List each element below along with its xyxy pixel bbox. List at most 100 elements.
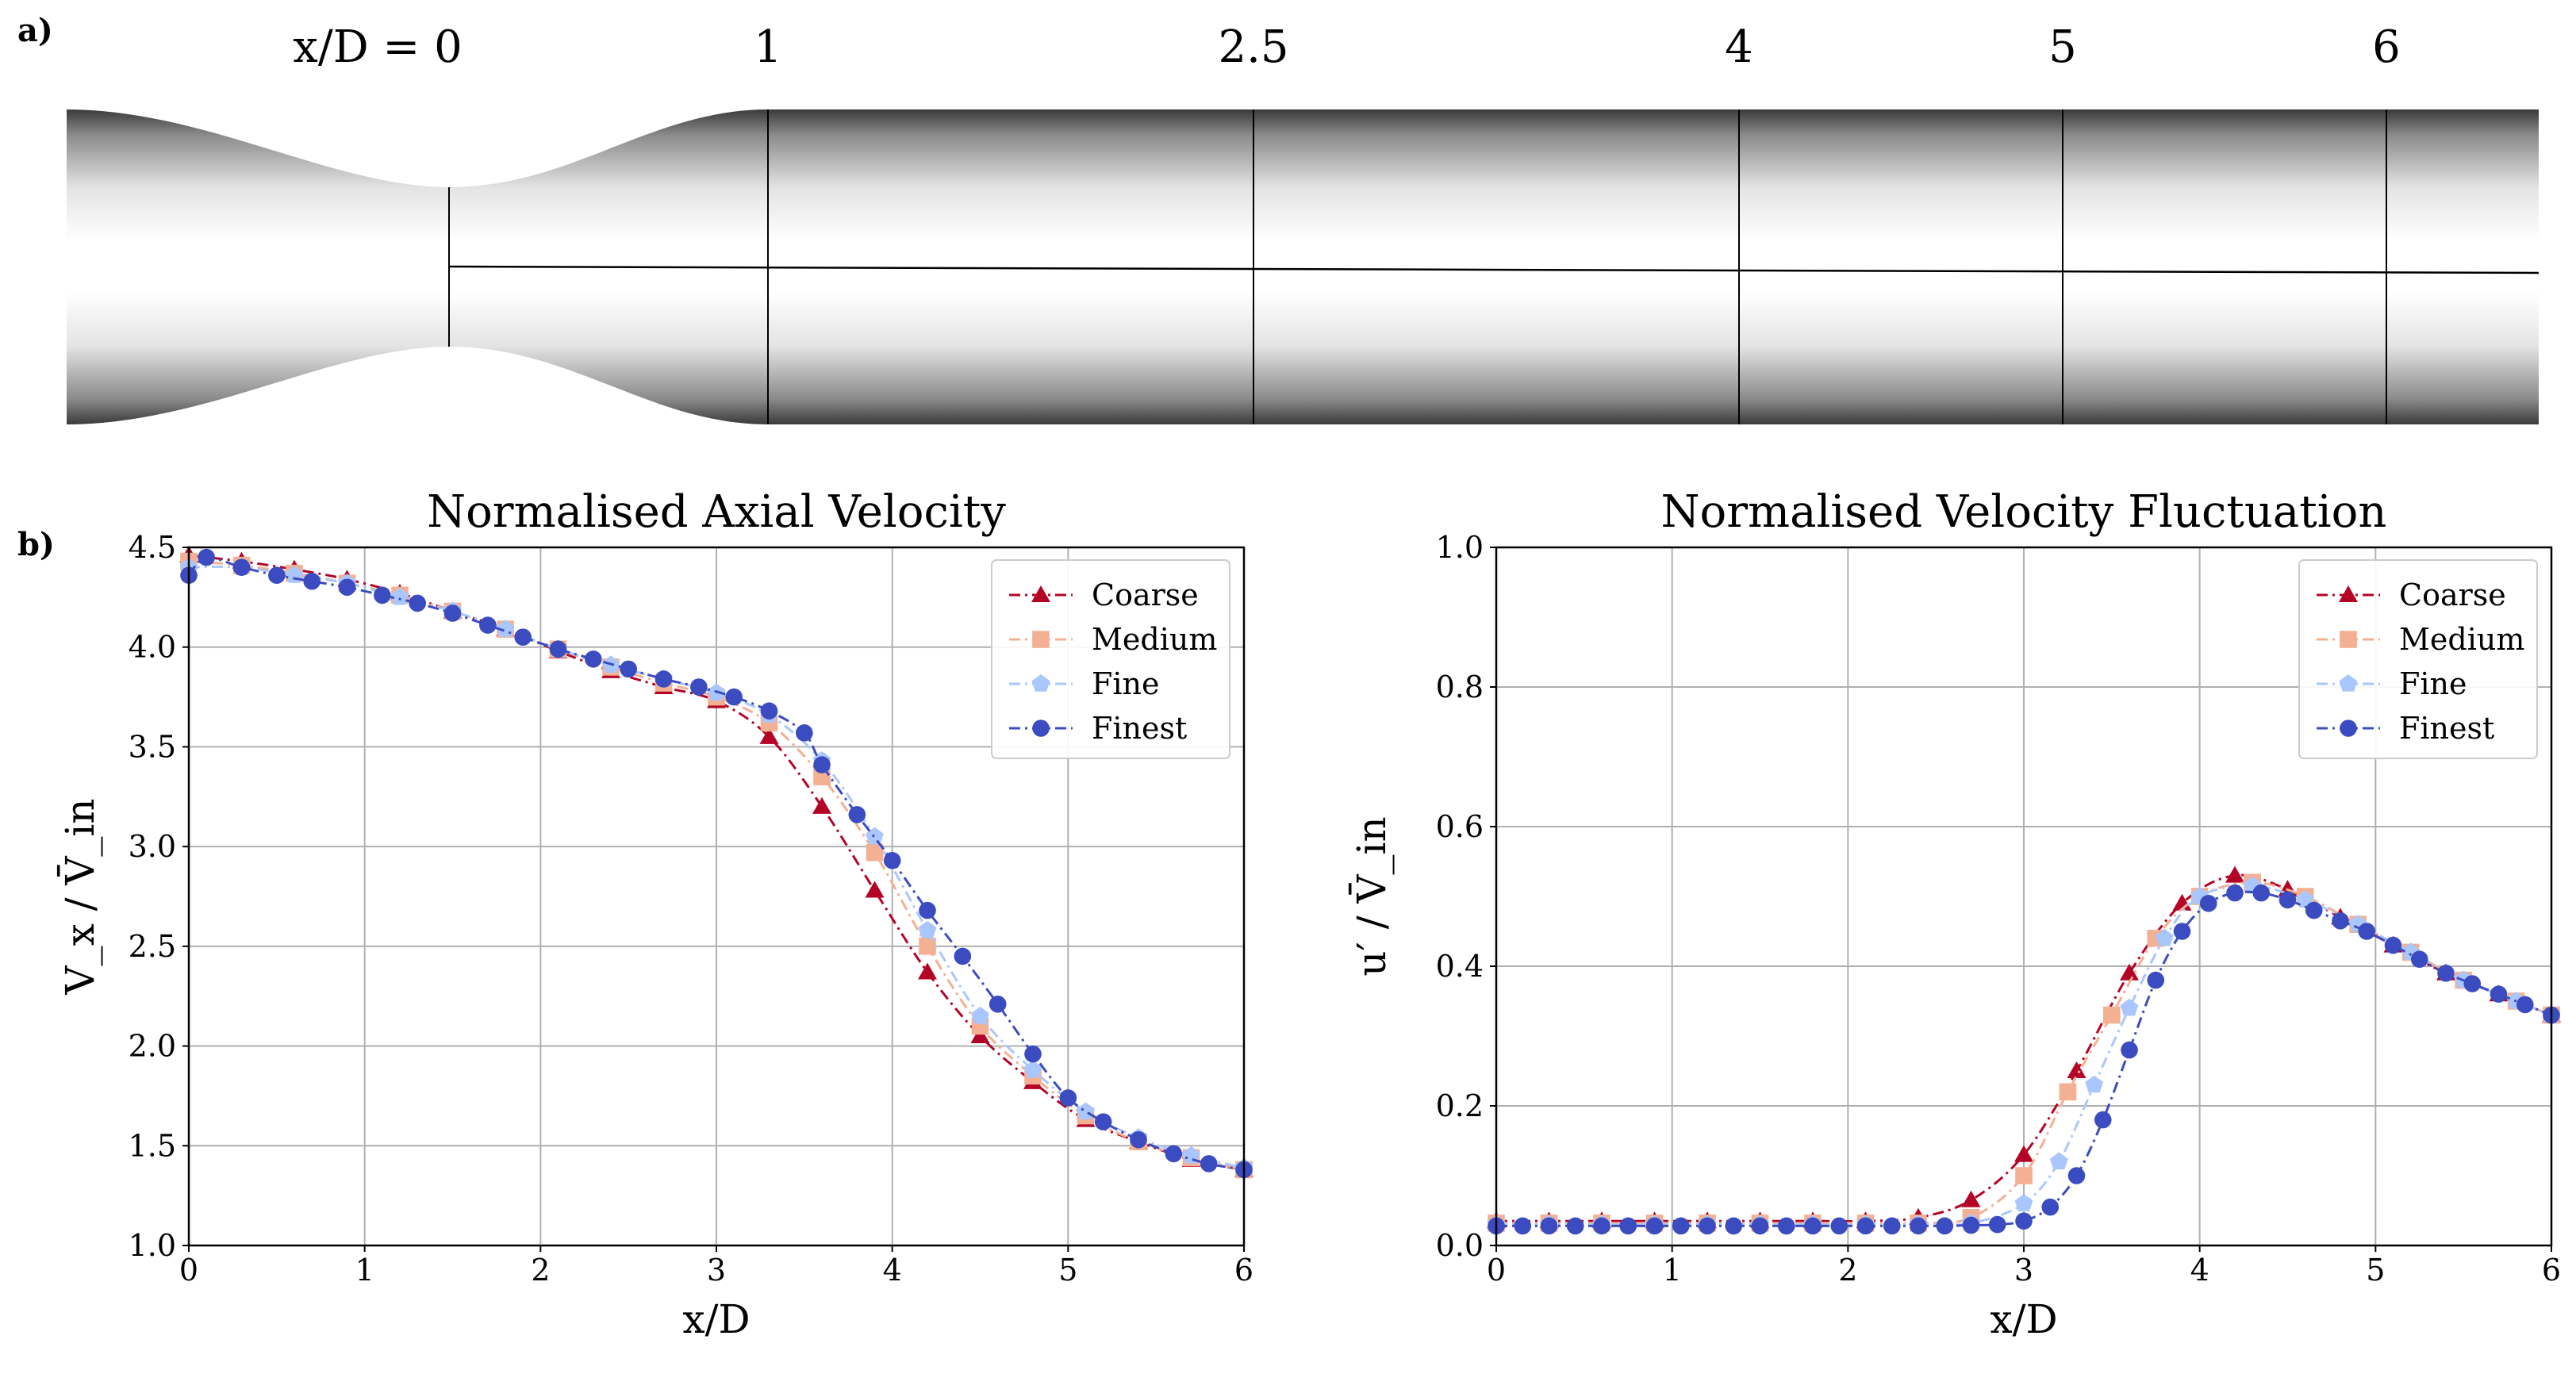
data-point bbox=[2147, 971, 2165, 989]
data-point bbox=[2339, 585, 2358, 602]
series-group bbox=[1487, 865, 2561, 1235]
legend-label: Finest bbox=[2399, 711, 2494, 746]
data-point bbox=[585, 651, 602, 668]
data-point bbox=[2015, 1212, 2033, 1230]
data-point bbox=[1645, 1217, 1664, 1235]
data-point bbox=[1077, 1102, 1095, 1120]
legend-label: Fine bbox=[1092, 666, 1159, 701]
pipe-centerline bbox=[448, 265, 2540, 274]
series-markers-finest bbox=[180, 548, 1253, 1179]
series-markers-finest bbox=[1488, 884, 2560, 1235]
x-tick-label: 0 bbox=[1487, 1253, 1506, 1288]
data-point bbox=[1200, 1155, 1218, 1173]
data-point bbox=[1725, 1217, 1743, 1235]
data-point bbox=[620, 660, 637, 678]
data-point bbox=[2305, 901, 2323, 919]
data-point bbox=[232, 558, 251, 576]
data-point bbox=[1830, 1217, 1849, 1235]
data-point bbox=[954, 947, 972, 965]
data-point bbox=[390, 587, 409, 605]
data-point bbox=[1936, 1217, 1954, 1235]
x-tick-label: 5 bbox=[2366, 1253, 2385, 1288]
data-point bbox=[2067, 1061, 2087, 1078]
y-tick-label: 2.0 bbox=[129, 1029, 176, 1064]
data-point bbox=[2059, 1083, 2077, 1101]
section-label: x/D = 0 bbox=[293, 21, 463, 73]
pipe-geometry bbox=[67, 109, 2539, 424]
data-point bbox=[1031, 674, 1050, 692]
data-point bbox=[409, 594, 426, 612]
legend-label: Fine bbox=[2399, 666, 2467, 701]
data-point bbox=[760, 702, 778, 720]
axes-frame bbox=[1495, 546, 2553, 1247]
data-point bbox=[2120, 963, 2139, 981]
legend: Coarse Medium Fine Finest bbox=[2298, 559, 2538, 759]
chart-title: Normalised Velocity Fluctuation bbox=[1661, 486, 2387, 538]
data-point bbox=[2340, 720, 2357, 737]
data-point bbox=[303, 572, 321, 590]
data-point bbox=[374, 586, 391, 604]
data-point bbox=[2015, 1167, 2033, 1184]
legend-box bbox=[991, 559, 1230, 759]
data-point bbox=[1910, 1217, 1927, 1235]
y-axis-label: u′ / V̄_in bbox=[1348, 816, 1395, 977]
legend-label: Coarse bbox=[1092, 578, 1199, 612]
x-axis-label: x/D bbox=[682, 1296, 750, 1342]
data-point bbox=[514, 628, 532, 646]
data-point bbox=[2067, 1167, 2086, 1184]
y-tick-label: 1.5 bbox=[129, 1128, 176, 1163]
data-point bbox=[655, 670, 673, 688]
data-point bbox=[443, 604, 462, 622]
data-point bbox=[1619, 1217, 1637, 1235]
x-tick-label: 5 bbox=[1058, 1253, 1077, 1288]
data-point bbox=[796, 724, 813, 742]
data-point bbox=[918, 962, 937, 980]
data-point bbox=[813, 756, 831, 773]
x-tick-label: 1 bbox=[355, 1253, 374, 1288]
data-point bbox=[338, 578, 356, 597]
data-point bbox=[725, 688, 743, 706]
data-point bbox=[1699, 1217, 1716, 1235]
x-tick-label: 2 bbox=[1838, 1253, 1857, 1288]
data-point bbox=[848, 806, 866, 823]
data-point bbox=[1804, 1217, 1822, 1235]
y-tick-label: 4.0 bbox=[129, 630, 176, 665]
data-point bbox=[2155, 928, 2174, 946]
y-tick-label: 0.4 bbox=[1436, 949, 1484, 984]
data-point bbox=[2410, 950, 2428, 968]
data-point bbox=[1032, 720, 1050, 737]
chart-velocity-fluctuation: 0 1 2 3 4 5 6 0.0 0.2 0.4 0.6 0.8 1.0 Normalised Velo… bbox=[1348, 486, 2561, 1342]
data-point bbox=[1751, 1217, 1769, 1235]
data-point bbox=[1593, 1217, 1610, 1235]
x-tick-label: 2 bbox=[531, 1253, 550, 1288]
data-point bbox=[2014, 1145, 2033, 1162]
data-point bbox=[989, 995, 1007, 1013]
data-point bbox=[2437, 965, 2455, 982]
data-point bbox=[479, 616, 497, 634]
data-point bbox=[1094, 1113, 1112, 1130]
data-point bbox=[918, 920, 937, 938]
data-point bbox=[883, 851, 901, 869]
data-point bbox=[2463, 975, 2482, 992]
y-tick-label: 0.2 bbox=[1436, 1088, 1484, 1123]
data-point bbox=[759, 727, 779, 744]
x-tick-label: 3 bbox=[707, 1253, 726, 1288]
data-point bbox=[865, 881, 885, 898]
data-point bbox=[1031, 585, 1050, 602]
legend-label: Medium bbox=[2399, 622, 2524, 657]
legend-box bbox=[2298, 559, 2538, 759]
data-point bbox=[1856, 1217, 1875, 1235]
chart-axial-velocity: 0 1 2 3 4 5 6 1.0 1.5 2.0 2.5 3.0 3.5 4.0 4.5 Normalise… bbox=[56, 486, 1253, 1342]
data-point bbox=[971, 1006, 989, 1024]
x-axis-label: x/D bbox=[1990, 1296, 2057, 1342]
data-point bbox=[1165, 1145, 1183, 1163]
y-tick-label: 3.5 bbox=[129, 729, 176, 764]
data-point bbox=[2516, 996, 2534, 1014]
section-label: 5 bbox=[2048, 21, 2077, 73]
section-label: 4 bbox=[1725, 21, 1753, 73]
y-tick-label: 3.0 bbox=[129, 829, 176, 864]
section-label: 6 bbox=[2372, 21, 2401, 73]
data-point bbox=[2121, 1041, 2138, 1059]
data-point bbox=[1566, 1217, 1584, 1235]
data-point bbox=[268, 566, 286, 584]
